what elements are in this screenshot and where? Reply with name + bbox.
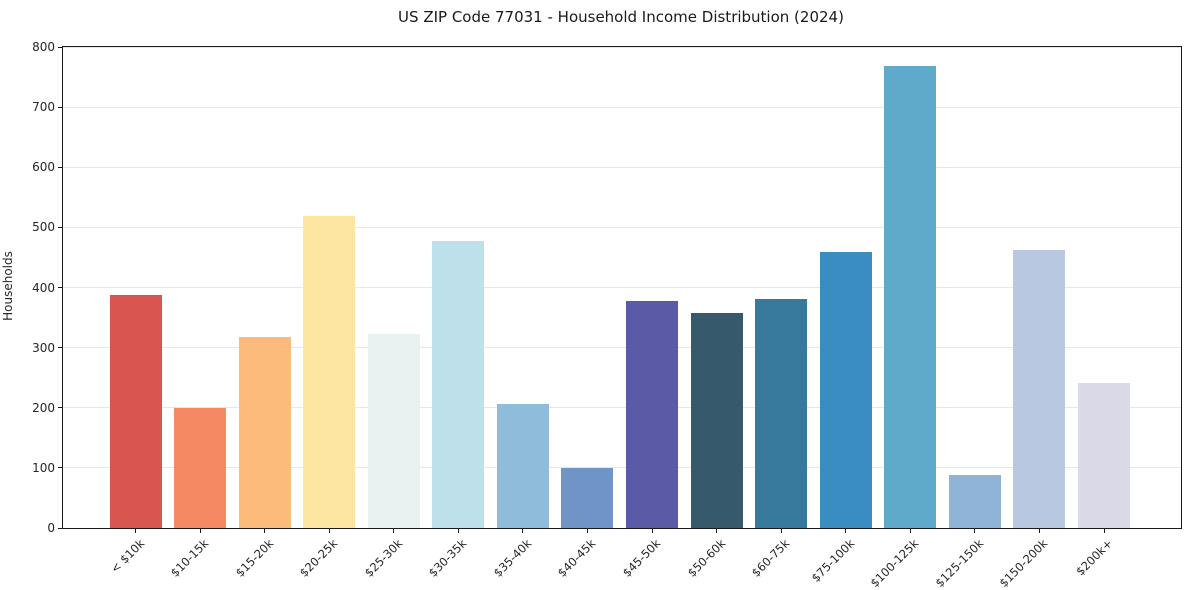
x-tick-mark-14 bbox=[1038, 529, 1040, 533]
gridline-y-200 bbox=[63, 407, 1181, 409]
x-tick-label-0: < $10k bbox=[107, 536, 147, 576]
plot-area: 0 100 200 300 400 500 600 700 800 < $10k $10-15k $1… bbox=[32, 41, 1182, 590]
x-tick-mark-12 bbox=[909, 529, 911, 533]
bar-100-125k bbox=[884, 66, 937, 528]
gridline-y-100 bbox=[63, 467, 1181, 469]
y-tick-mark-700 bbox=[58, 106, 62, 108]
x-tick-mark-9 bbox=[716, 529, 718, 533]
chart-title: US ZIP Code 77031 - Household Income Dis… bbox=[398, 8, 844, 26]
gridline-y-500 bbox=[63, 226, 1181, 228]
y-tick-mark-400 bbox=[58, 287, 62, 288]
bar-150-200k bbox=[1013, 249, 1066, 528]
gridline-y-800 bbox=[63, 46, 1181, 48]
x-tick-mark-8 bbox=[651, 529, 653, 533]
x-tick-mark-15 bbox=[1103, 529, 1105, 533]
y-tick-mark-500 bbox=[58, 226, 62, 228]
y-tick-mark-600 bbox=[58, 166, 62, 168]
bar-30-35k bbox=[432, 240, 485, 528]
bar-200k bbox=[1078, 382, 1131, 528]
bar-20-25k bbox=[303, 215, 356, 528]
bar-60-75k bbox=[755, 298, 808, 528]
gridline-y-300 bbox=[63, 347, 1181, 349]
y-tick-label-700: 700 bbox=[32, 100, 55, 115]
x-tick-mark-3 bbox=[328, 529, 330, 533]
y-tick-label-500: 500 bbox=[32, 220, 55, 235]
x-tick-mark-11 bbox=[845, 529, 847, 533]
bar-15-20k bbox=[238, 336, 291, 528]
y-axis-label: Households bbox=[1, 251, 15, 321]
y-tick-mark-800 bbox=[58, 46, 62, 48]
x-tick-mark-4 bbox=[393, 529, 395, 533]
x-tick-mark-6 bbox=[522, 529, 524, 533]
y-tick-label-600: 600 bbox=[32, 160, 55, 175]
x-tick-mark-1 bbox=[199, 529, 201, 533]
bar-50-60k bbox=[690, 313, 743, 528]
bar-40-45k bbox=[561, 468, 614, 528]
bar-35-40k bbox=[496, 404, 549, 528]
bar-45-50k bbox=[626, 301, 679, 528]
y-tick-label-300: 300 bbox=[32, 340, 55, 355]
bar-125-150k bbox=[948, 474, 1001, 528]
gridline-y-600 bbox=[63, 166, 1181, 168]
gridline-y-400 bbox=[63, 287, 1181, 288]
x-tick-mark-7 bbox=[586, 529, 588, 533]
gridline-y-700 bbox=[63, 106, 1181, 108]
y-tick-mark-0 bbox=[58, 527, 62, 529]
y-tick-mark-200 bbox=[58, 407, 62, 409]
x-tick-mark-0 bbox=[135, 529, 136, 533]
y-tick-label-400: 400 bbox=[32, 280, 55, 295]
x-tick-mark-13 bbox=[974, 529, 976, 533]
x-tick-mark-2 bbox=[264, 529, 266, 533]
y-tick-label-200: 200 bbox=[32, 400, 55, 415]
bar-75-100k bbox=[819, 252, 872, 528]
bar-25-30k bbox=[367, 334, 420, 528]
y-tick-label-0: 0 bbox=[47, 521, 55, 535]
y-tick-label-100: 100 bbox=[32, 460, 55, 475]
bar-10k bbox=[109, 295, 162, 528]
bar-10-15k bbox=[174, 408, 227, 528]
y-tick-mark-300 bbox=[58, 347, 62, 349]
x-tick-mark-5 bbox=[457, 529, 459, 533]
y-tick-label-800: 800 bbox=[32, 40, 55, 54]
y-tick-mark-100 bbox=[58, 467, 62, 469]
x-tick-mark-10 bbox=[780, 529, 782, 533]
